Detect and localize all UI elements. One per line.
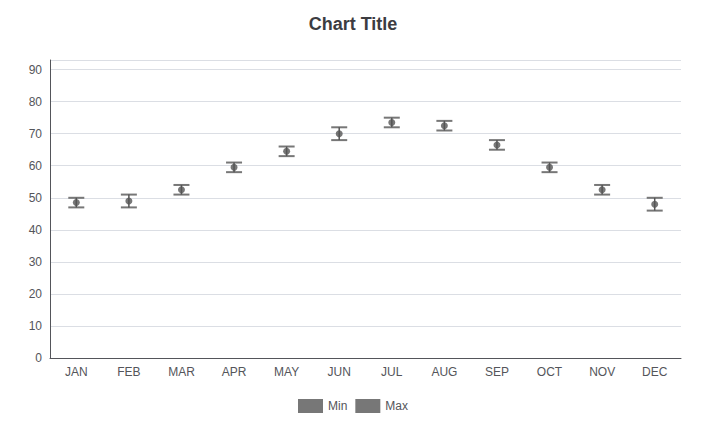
svg-text:Chart Title: Chart Title — [309, 14, 398, 34]
svg-text:DEC: DEC — [642, 365, 668, 379]
svg-text:FEB: FEB — [117, 365, 140, 379]
svg-text:APR: APR — [222, 365, 247, 379]
svg-text:Max: Max — [385, 399, 408, 413]
svg-text:80: 80 — [29, 95, 43, 109]
svg-text:Min: Min — [328, 399, 347, 413]
svg-text:OCT: OCT — [537, 365, 563, 379]
svg-text:NOV: NOV — [589, 365, 615, 379]
svg-text:SEP: SEP — [485, 365, 509, 379]
svg-text:50: 50 — [29, 191, 43, 205]
svg-text:JUN: JUN — [328, 365, 351, 379]
svg-text:MAR: MAR — [168, 365, 195, 379]
svg-text:60: 60 — [29, 159, 43, 173]
svg-text:JAN: JAN — [65, 365, 88, 379]
svg-text:AUG: AUG — [431, 365, 457, 379]
svg-text:JUL: JUL — [381, 365, 403, 379]
svg-text:30: 30 — [29, 255, 43, 269]
svg-text:40: 40 — [29, 223, 43, 237]
svg-text:70: 70 — [29, 127, 43, 141]
svg-text:0: 0 — [35, 351, 42, 365]
svg-text:MAY: MAY — [274, 365, 299, 379]
svg-text:90: 90 — [29, 63, 43, 77]
svg-text:10: 10 — [29, 319, 43, 333]
svg-text:20: 20 — [29, 287, 43, 301]
